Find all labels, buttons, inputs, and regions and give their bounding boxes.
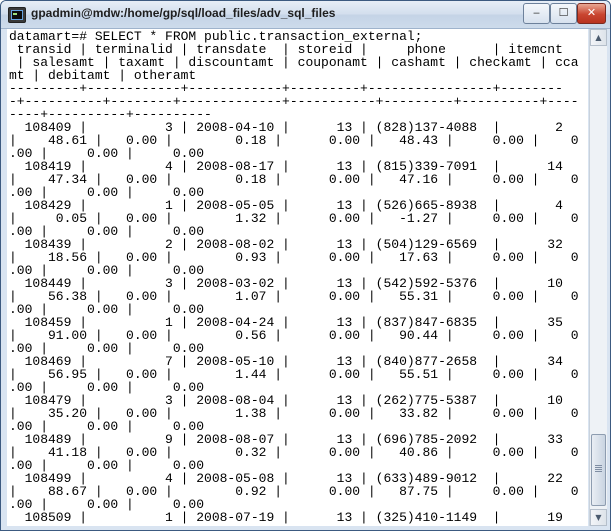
terminal-line: 108419 | 4 | 2008-08-17 | 13 | (815)339-… (9, 159, 563, 174)
terminal-text: datamart=# SELECT * FROM public.transact… (7, 29, 588, 524)
window-title: gpadmin@mdw:/home/gp/sql/load_files/adv_… (31, 6, 336, 20)
terminal-line: transid | terminalid | transdate | store… (9, 42, 563, 57)
terminal-line: 108449 | 3 | 2008-03-02 | 13 | (542)592-… (9, 276, 563, 291)
terminal-line: | 91.00 | 0.00 | 0.56 | 0.00 | 90.44 | 0… (9, 328, 579, 343)
terminal-line: | 41.18 | 0.00 | 0.32 | 0.00 | 40.86 | 0… (9, 445, 579, 460)
terminal-line: -+----------+--------+-------------+----… (9, 94, 579, 109)
maximize-button[interactable]: ☐ (550, 3, 577, 24)
title-bar[interactable]: gpadmin@mdw:/home/gp/sql/load_files/adv_… (1, 1, 610, 29)
terminal-line: .00 | 0.00 | 0.00 (9, 419, 205, 434)
vertical-scrollbar[interactable]: ▲ ▼ (589, 29, 607, 526)
terminal-line: 108479 | 3 | 2008-08-04 | 13 | (262)775-… (9, 393, 563, 408)
terminal-line: | 56.95 | 0.00 | 1.44 | 0.00 | 55.51 | 0… (9, 367, 579, 382)
terminal-line: | salesamt | taxamt | discountamt | coup… (9, 55, 579, 70)
scroll-down-button[interactable]: ▼ (590, 509, 607, 526)
terminal-line: datamart=# SELECT * FROM public.transact… (9, 29, 423, 44)
terminal-line: 108459 | 1 | 2008-04-24 | 13 | (837)847-… (9, 315, 563, 330)
close-button[interactable]: ✕ (577, 3, 606, 24)
terminal-output[interactable]: datamart=# SELECT * FROM public.transact… (7, 29, 588, 526)
terminal-line: | 88.67 | 0.00 | 0.92 | 0.00 | 87.75 | 0… (9, 484, 579, 499)
terminal-line: | 0.05 | 0.00 | 1.32 | 0.00 | -1.27 | 0.… (9, 211, 579, 226)
terminal-line: .00 | 0.00 | 0.00 (9, 380, 205, 395)
terminal-line: 108429 | 1 | 2008-05-05 | 13 | (526)665-… (9, 198, 563, 213)
terminal-line: ----+----------+---------- (9, 107, 212, 122)
terminal-line: | 47.34 | 0.00 | 0.18 | 0.00 | 47.16 | 0… (9, 172, 579, 187)
terminal-line: .00 | 0.00 | 0.00 (9, 263, 205, 278)
terminal-line: mt | debitamt | otheramt (9, 68, 197, 83)
terminal-line: 108499 | 4 | 2008-05-08 | 13 | (633)489-… (9, 471, 563, 486)
scrollbar-thumb[interactable] (591, 434, 606, 506)
terminal-line: 108409 | 3 | 2008-04-10 | 13 | (828)137-… (9, 120, 563, 135)
terminal-line: 108469 | 7 | 2008-05-10 | 13 | (840)877-… (9, 354, 563, 369)
terminal-line: ---------+------------+------------+----… (9, 81, 563, 96)
terminal-line: .00 | 0.00 | 0.00 (9, 302, 205, 317)
terminal-line: 108509 | 1 | 2008-07-19 | 13 | (325)410-… (9, 510, 563, 525)
minimize-button[interactable]: ‒ (523, 3, 550, 24)
terminal-line: 108489 | 9 | 2008-08-07 | 13 | (696)785-… (9, 432, 563, 447)
terminal-line: .00 | 0.00 | 0.00 (9, 458, 205, 473)
terminal-line: .00 | 0.00 | 0.00 (9, 185, 205, 200)
grip-icon (595, 465, 602, 466)
terminal-line: | 18.56 | 0.00 | 0.93 | 0.00 | 17.63 | 0… (9, 250, 579, 265)
terminal-line: | 56.38 | 0.00 | 1.07 | 0.00 | 55.31 | 0… (9, 289, 579, 304)
terminal-line: | 35.20 | 0.00 | 1.38 | 0.00 | 33.82 | 0… (9, 406, 579, 421)
terminal-line: .00 | 0.00 | 0.00 (9, 497, 205, 512)
terminal-line: .00 | 0.00 | 0.00 (9, 224, 205, 239)
terminal-line: .00 | 0.00 | 0.00 (9, 146, 205, 161)
terminal-line: .00 | 0.00 | 0.00 (9, 341, 205, 356)
terminal-app-icon[interactable] (8, 7, 26, 23)
scroll-up-button[interactable]: ▲ (590, 29, 607, 46)
terminal-line: | 48.61 | 0.00 | 0.18 | 0.00 | 48.43 | 0… (9, 133, 579, 148)
terminal-line: 108439 | 2 | 2008-08-02 | 13 | (504)129-… (9, 237, 563, 252)
